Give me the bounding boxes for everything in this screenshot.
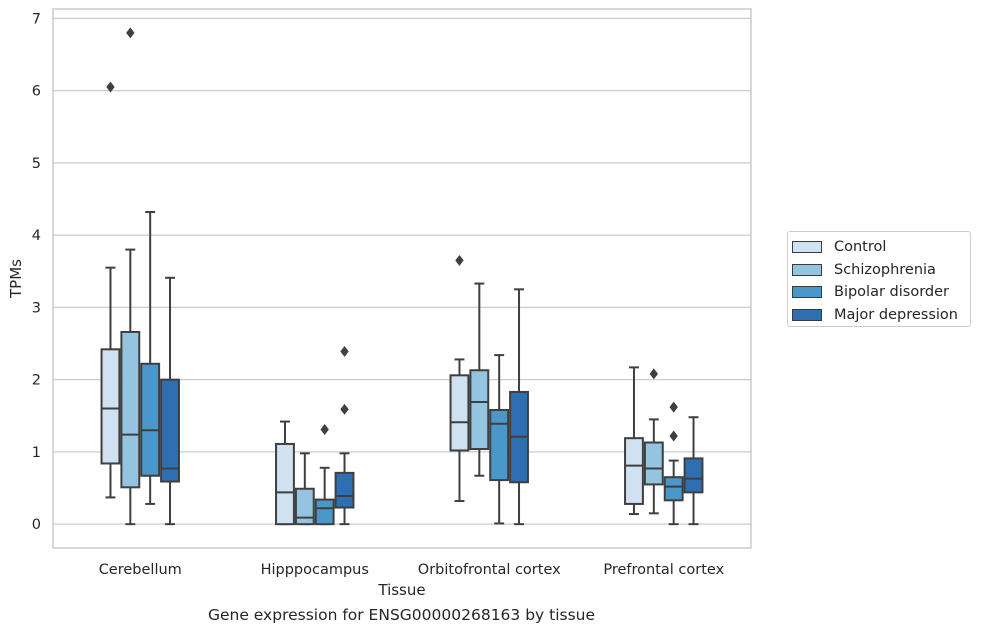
legend-swatch-major-depression (792, 308, 822, 321)
outlier-point (320, 424, 329, 435)
legend-item-major-depression: Major depression (792, 304, 970, 327)
box (643, 441, 664, 486)
box (334, 471, 355, 509)
y-tick-label: 7 (32, 11, 41, 27)
y-tick-label: 2 (32, 373, 41, 389)
outlier-point (126, 27, 135, 39)
box (140, 362, 161, 477)
outlier-point (340, 403, 349, 415)
figure-caption: Gene expression for ENSG00000268163 by t… (207, 606, 596, 624)
y-tick-label: 5 (32, 156, 41, 172)
box (624, 437, 644, 505)
plot-frame (52, 8, 752, 549)
x-tick-label: Prefrontal cortex (603, 562, 724, 578)
legend-label-control: Control (834, 239, 887, 256)
y-tick-label: 1 (32, 445, 41, 461)
box (100, 348, 121, 465)
y-tick-label: 4 (32, 228, 41, 244)
x-tick-label: Hipppocampus (261, 562, 369, 578)
legend-label-schizophrenia: Schizophrenia (834, 261, 936, 278)
x-axis-label: Tissue (377, 581, 425, 599)
box (683, 457, 704, 494)
x-tick-label: Cerebellum (99, 562, 182, 578)
legend-label-bipolar-disorder: Bipolar disorder (834, 284, 949, 301)
outlier-point (669, 401, 678, 413)
x-tick-label: Orbitofrontal cortex (418, 562, 561, 578)
outlier-point (106, 81, 115, 93)
legend-swatch-control (792, 241, 822, 254)
legend: Control Schizophrenia Bipolar disorder M… (787, 231, 971, 327)
y-tick-label: 3 (32, 300, 41, 316)
legend-label-major-depression: Major depression (834, 306, 958, 323)
legend-swatch-schizophrenia (792, 263, 822, 276)
box (160, 378, 180, 483)
box (449, 374, 470, 452)
outlier-point (340, 346, 349, 357)
box (275, 442, 295, 526)
box (294, 487, 315, 526)
y-axis-label: TPMs (7, 259, 25, 299)
legend-swatch-bipolar-disorder (792, 286, 822, 299)
outlier-point (649, 368, 659, 380)
outlier-point (669, 430, 678, 442)
box (120, 330, 141, 489)
box (489, 408, 510, 482)
box (314, 498, 335, 526)
legend-item-control: Control (792, 236, 970, 259)
outlier-point (455, 254, 464, 266)
legend-item-bipolar-disorder: Bipolar disorder (792, 281, 970, 304)
y-tick-label: 6 (32, 84, 41, 100)
box (663, 476, 684, 502)
y-tick-label: 0 (32, 517, 41, 533)
box (469, 369, 490, 451)
legend-item-schizophrenia: Schizophrenia (792, 259, 970, 282)
